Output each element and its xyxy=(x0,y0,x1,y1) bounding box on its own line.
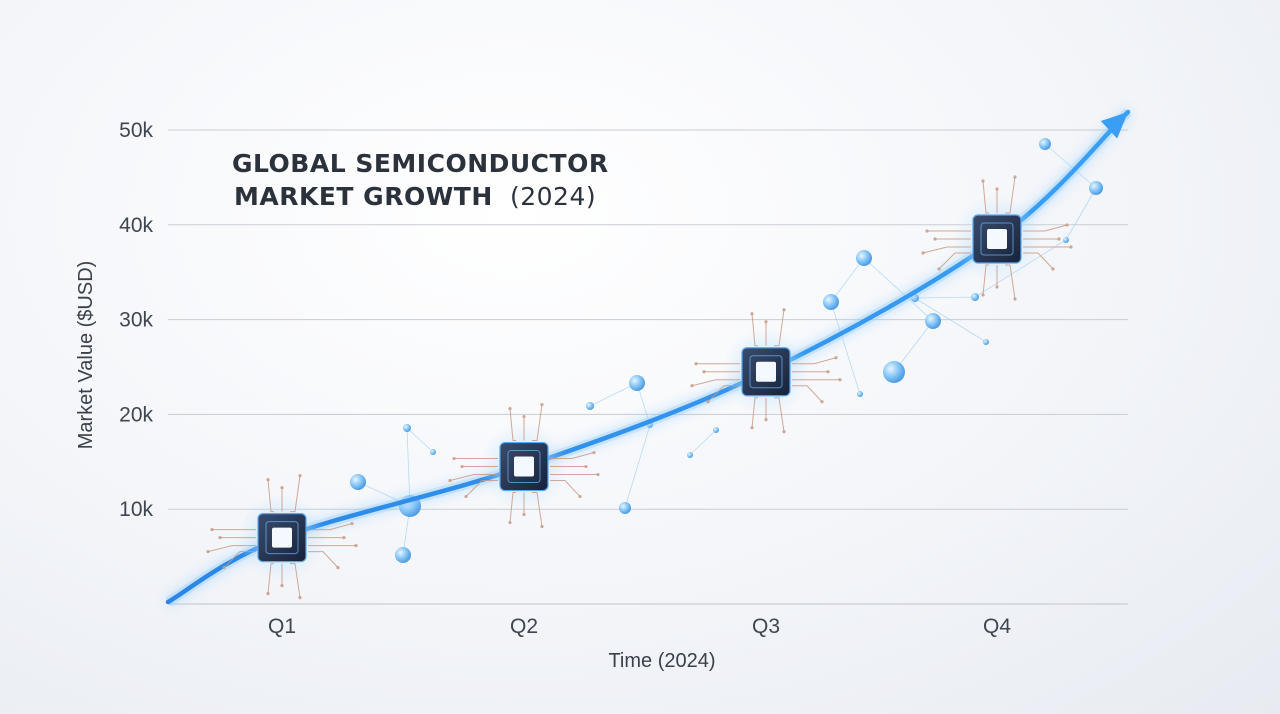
network-orb xyxy=(629,375,645,391)
network-link xyxy=(624,424,651,509)
network-orb xyxy=(395,547,411,563)
network-orb xyxy=(1063,237,1069,243)
network-orb xyxy=(350,474,366,490)
network-orb xyxy=(971,293,979,301)
microchip-icon xyxy=(206,474,358,600)
network-orb xyxy=(430,449,436,455)
network-orb xyxy=(1089,181,1103,195)
network-link xyxy=(689,429,717,456)
network-link xyxy=(406,427,411,507)
network-link xyxy=(1065,187,1097,241)
gridlines xyxy=(168,129,1128,605)
network-orb xyxy=(856,250,872,266)
x-tick-label: Q4 xyxy=(983,615,1011,638)
network-link xyxy=(589,382,638,407)
network-link xyxy=(406,427,434,453)
y-tick-label: 10k xyxy=(119,498,153,521)
network-orb xyxy=(883,361,905,383)
series-arrowhead xyxy=(1100,112,1128,139)
network-orb xyxy=(983,339,989,345)
x-axis-title: Time (2024) xyxy=(608,650,715,672)
network-link xyxy=(830,257,865,303)
microchip-icon xyxy=(921,175,1073,301)
tick-labels: 10k 20k 30k 40k 50k Q1 Q2 Q3 Q4 xyxy=(119,119,1011,638)
chart-title-line2: MARKET GROWTH (2024) xyxy=(234,182,596,211)
network-orb xyxy=(619,502,631,514)
network-orb xyxy=(925,313,941,329)
network-link xyxy=(863,257,934,322)
network-link xyxy=(914,296,976,299)
network-orb xyxy=(713,427,719,433)
network-orb xyxy=(823,294,839,310)
microchip-icon xyxy=(690,308,842,434)
x-tick-label: Q3 xyxy=(752,615,780,638)
network-orb xyxy=(1039,138,1051,150)
network-link xyxy=(1044,143,1097,189)
network-link xyxy=(914,297,987,343)
y-tick-label: 50k xyxy=(119,119,153,142)
y-tick-label: 30k xyxy=(119,309,153,332)
chart-title-year: (2024) xyxy=(510,182,596,211)
network-orb xyxy=(586,402,594,410)
y-axis-title: Market Value ($USD) xyxy=(75,261,97,450)
network-orb xyxy=(687,452,693,458)
y-tick-label: 40k xyxy=(119,214,153,237)
chart-title-main: MARKET GROWTH xyxy=(234,182,493,211)
chart-title-line1: GLOBAL SEMICONDUCTOR xyxy=(232,149,609,178)
x-tick-label: Q2 xyxy=(510,615,538,638)
network-orb xyxy=(403,424,411,432)
microchip-icon xyxy=(448,402,600,529)
x-tick-label: Q1 xyxy=(268,615,296,638)
y-tick-label: 20k xyxy=(119,403,153,426)
network-orb xyxy=(857,391,863,397)
network-decoration xyxy=(350,138,1103,563)
data-markers xyxy=(206,175,1073,600)
network-link xyxy=(830,301,861,395)
